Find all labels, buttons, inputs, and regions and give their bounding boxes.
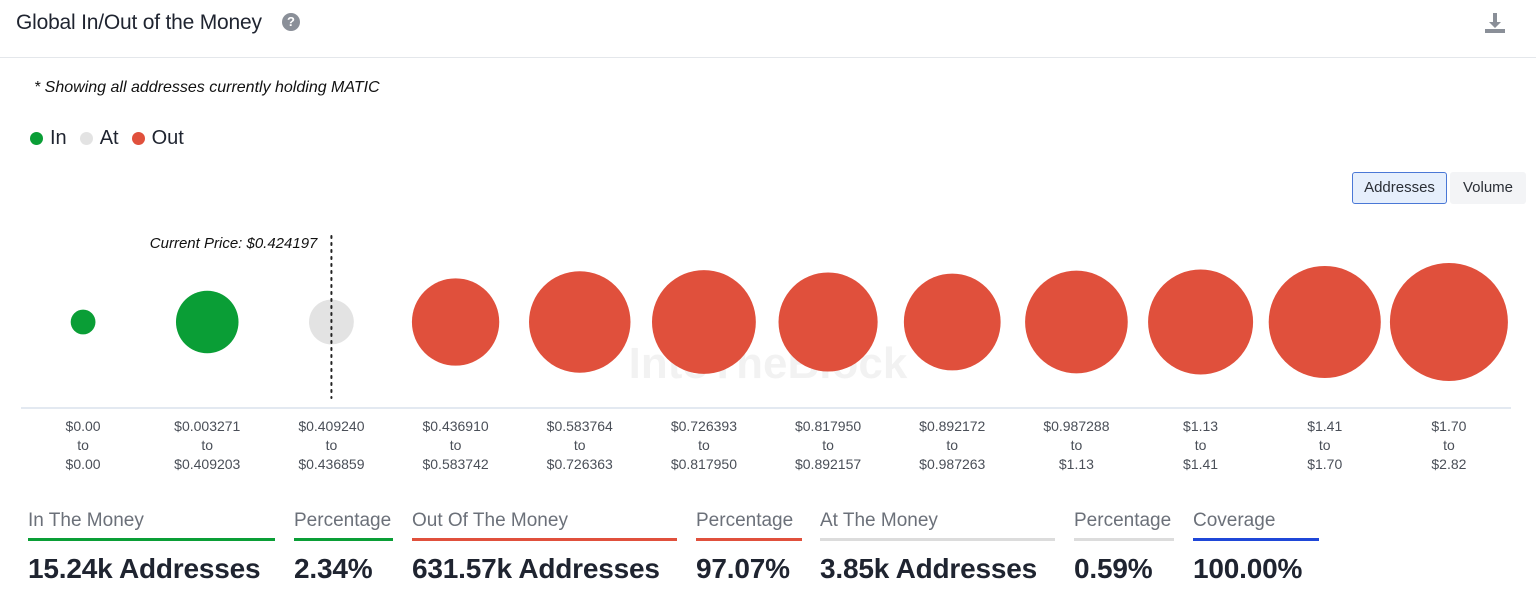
stat-underline [696,538,802,541]
stat-label: Out Of The Money [412,510,568,531]
stat-value: 2.34% [294,553,373,584]
stat-underline [1074,538,1174,541]
x-tick-label: $0.817950 [795,418,861,434]
x-tick-label: $0.003271 [174,418,240,434]
x-tick-label: $1.41 [1183,456,1218,472]
bubble-out [903,273,1001,371]
bubble-out [1268,265,1381,379]
stat-in-the-money: In The Money 15.24k Addresses [28,510,275,585]
x-tick-label: to [698,437,710,453]
x-tick-label: $1.13 [1183,418,1218,434]
stat-value: 100.00% [1193,553,1303,584]
x-tick-label: $1.13 [1059,456,1094,472]
bubble-out [1148,269,1254,375]
x-tick-label: $0.409203 [174,456,240,472]
x-tick-label: $0.726393 [671,418,737,434]
x-tick-label: to [1443,437,1455,453]
legend-dot-out [131,132,145,145]
x-tick-label: $0.00 [66,456,101,472]
stat-underline [1193,538,1319,541]
x-tick-label: to [822,437,834,453]
stat-at-percentage: Percentage 0.59% [1074,510,1174,585]
stat-out-of-the-money: Out Of The Money 631.57k Addresses [412,510,677,585]
x-tick-label: to [450,437,462,453]
x-tick-label: $1.70 [1307,456,1342,472]
legend-dot-in [30,132,43,145]
stat-value: 15.24k Addresses [28,553,261,584]
x-tick-label: $0.892157 [795,456,861,472]
stat-label: Percentage [696,510,794,531]
chart-legend: In At Out [30,127,197,150]
summary-stats: In The Money 15.24k Addresses Percentage… [0,510,1536,595]
bubble-in [175,290,239,354]
download-icon[interactable] [1482,10,1508,36]
x-tick-label: $0.583764 [547,418,613,434]
widget-header: Global In/Out of the Money ? [0,0,1536,58]
x-tick-label: to [326,437,338,453]
x-tick-label: $0.00 [66,418,101,434]
x-tick-label: $0.987263 [919,456,985,472]
stat-label: Percentage [1074,510,1172,531]
stat-underline [294,538,393,541]
x-tick-label: to [1319,437,1331,453]
holding-note: * Showing all addresses currently holdin… [34,79,380,96]
x-tick-label: $2.82 [1431,456,1466,472]
stat-label: Coverage [1193,510,1276,531]
x-tick-label: $0.817950 [671,456,737,472]
x-tick-label: $1.70 [1431,418,1466,434]
stat-underline [820,538,1055,541]
stat-at-the-money: At The Money 3.85k Addresses [820,510,1055,585]
stat-value: 631.57k Addresses [412,553,660,584]
legend-dot-at [79,132,93,145]
current-price-label: Current Price: $0.424197 [150,235,318,252]
x-tick-label: to [1195,437,1207,453]
x-tick-label: to [77,437,89,453]
legend-label-at: At [99,127,119,149]
stat-label: At The Money [820,510,938,531]
stat-in-percentage: Percentage 2.34% [294,510,393,585]
stat-underline [28,538,275,541]
stat-out-percentage: Percentage 97.07% [696,510,802,585]
bubble-out [411,278,500,366]
bubble-out [1025,270,1128,374]
bubble-out [529,271,631,373]
bubble-out [651,270,756,374]
x-tick-label: $0.583742 [422,456,488,472]
legend-item-in[interactable]: In [30,127,67,150]
bubble-out [1389,263,1508,381]
x-tick-label: $1.41 [1307,418,1342,434]
help-icon[interactable]: ? [282,13,300,31]
x-tick-label: $0.436910 [422,418,488,434]
stat-coverage: Coverage 100.00% [1193,510,1319,585]
x-tick-label: $0.436859 [298,456,364,472]
x-tick-label: $0.409240 [298,418,364,434]
x-tick-label: to [946,437,958,453]
addresses-toggle-button[interactable]: Addresses [1352,172,1447,204]
stat-value: 97.07% [696,553,790,584]
legend-item-at[interactable]: At [79,127,119,150]
x-tick-label: $0.892172 [919,418,985,434]
stat-label: Percentage [294,510,392,531]
legend-label-in: In [50,127,67,149]
x-tick-label: to [1071,437,1083,453]
widget-title: Global In/Out of the Money [16,11,262,34]
stat-value: 3.85k Addresses [820,553,1037,584]
stat-label: In The Money [28,510,144,531]
bubble-in [70,309,96,335]
x-tick-label: to [574,437,586,453]
x-tick-label: to [201,437,213,453]
legend-item-out[interactable]: Out [131,127,184,150]
legend-label-out: Out [151,127,184,149]
x-tick-label: $0.726363 [547,456,613,472]
volume-toggle-button[interactable]: Volume [1450,172,1526,204]
stat-underline [412,538,677,541]
stat-value: 0.59% [1074,553,1153,584]
bubble-out [778,272,878,372]
x-tick-label: $0.987288 [1043,418,1109,434]
